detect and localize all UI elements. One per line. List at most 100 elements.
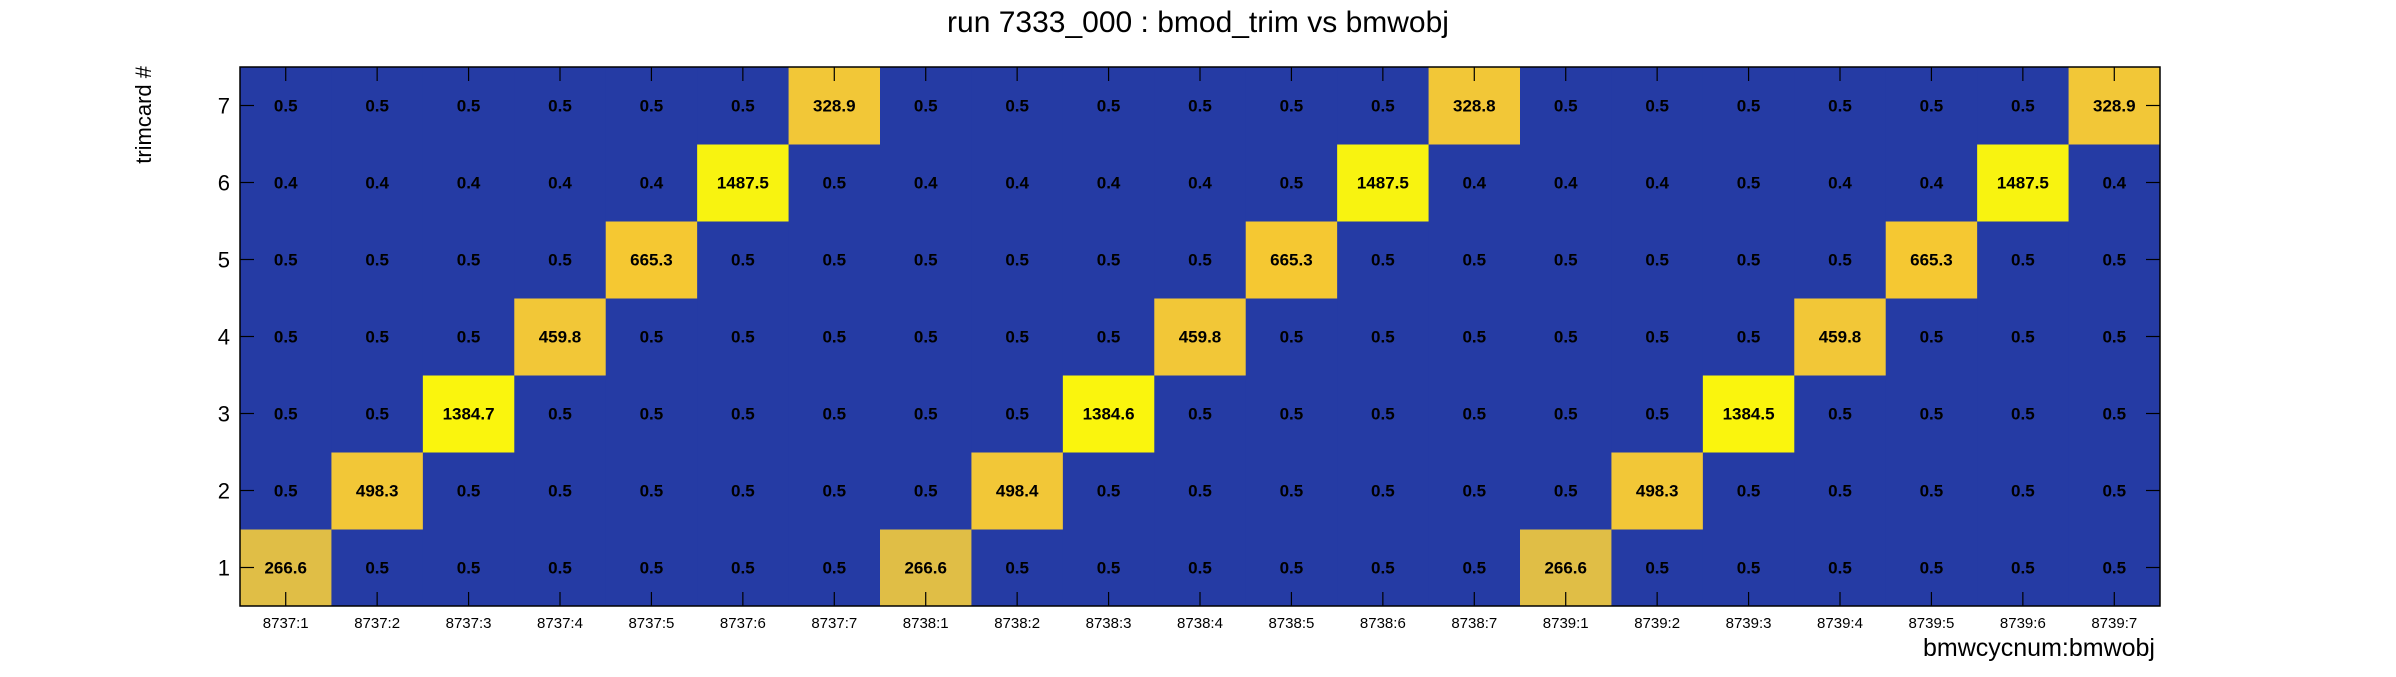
cell-value-label: 1384.5 bbox=[1723, 405, 1775, 424]
heatmap-cell bbox=[1245, 144, 1338, 222]
cell-value-label: 459.8 bbox=[1179, 328, 1222, 347]
heatmap-cell bbox=[240, 221, 332, 299]
heatmap-cell bbox=[422, 144, 515, 222]
heatmap-cell bbox=[605, 144, 698, 222]
cell-value-label: 0.5 bbox=[1097, 328, 1121, 347]
cell-value-label: 0.5 bbox=[1280, 405, 1304, 424]
cell-value-label: 0.5 bbox=[1462, 251, 1486, 270]
heatmap-cell bbox=[1885, 375, 1978, 453]
y-axis-label: trimcard # bbox=[131, 65, 156, 164]
cell-value-label: 0.5 bbox=[1188, 97, 1212, 116]
cell-value-label: 0.5 bbox=[1280, 97, 1304, 116]
cell-value-label: 0.5 bbox=[1005, 405, 1029, 424]
cell-value-label: 0.5 bbox=[1645, 97, 1669, 116]
heatmap-cell bbox=[2068, 298, 2161, 376]
heatmap-cell bbox=[1702, 221, 1795, 299]
cell-value-label: 0.5 bbox=[914, 482, 938, 501]
cell-value-label: 0.5 bbox=[1188, 559, 1212, 578]
heatmap-cell bbox=[697, 375, 790, 453]
cell-value-label: 0.4 bbox=[2102, 174, 2126, 193]
cell-value-label: 498.4 bbox=[996, 482, 1039, 501]
cell-value-label: 0.5 bbox=[1280, 482, 1304, 501]
x-tick-label: 8739:2 bbox=[1634, 615, 1680, 632]
heatmap-cell bbox=[605, 452, 698, 530]
heatmap-cell bbox=[1611, 298, 1704, 376]
heatmap-cell bbox=[605, 298, 698, 376]
cell-value-label: 0.4 bbox=[365, 174, 389, 193]
cell-value-label: 0.5 bbox=[1005, 328, 1029, 347]
y-tick-label: 2 bbox=[218, 479, 230, 504]
cell-value-label: 0.5 bbox=[1645, 251, 1669, 270]
heatmap-cell bbox=[1702, 375, 1795, 453]
cell-value-label: 328.8 bbox=[1453, 97, 1496, 116]
cell-value-label: 0.5 bbox=[1554, 328, 1578, 347]
cell-value-label: 0.5 bbox=[1005, 559, 1029, 578]
cell-value-label: 0.4 bbox=[1920, 174, 1944, 193]
cell-value-labels: 266.6 0.5 0.5 0.5 0.5 0.5 0.5 266.6 0.5 0.5 0.5 0.5… bbox=[264, 97, 2135, 578]
cell-value-label: 0.5 bbox=[1920, 482, 1944, 501]
cell-value-label: 0.5 bbox=[1828, 405, 1852, 424]
heatmap-cell bbox=[1428, 452, 1521, 530]
cell-value-label: 0.5 bbox=[1371, 482, 1395, 501]
cell-value-label: 0.5 bbox=[1462, 405, 1486, 424]
cell-value-label: 0.5 bbox=[1188, 482, 1212, 501]
chart-title: run 7333_000 : bmod_trim vs bmwobj bbox=[947, 6, 1449, 39]
cell-value-label: 0.5 bbox=[1920, 328, 1944, 347]
heatmap-cell bbox=[788, 221, 881, 299]
cell-value-label: 0.5 bbox=[1737, 174, 1761, 193]
cell-value-label: 266.6 bbox=[904, 559, 947, 578]
cell-value-label: 0.5 bbox=[548, 559, 572, 578]
cell-value-label: 0.5 bbox=[1371, 251, 1395, 270]
heatmap-cell bbox=[1702, 298, 1795, 376]
cell-value-label: 0.5 bbox=[274, 482, 298, 501]
heatmap-cell bbox=[971, 452, 1064, 530]
heatmap-cell bbox=[331, 144, 424, 222]
cell-value-label: 0.4 bbox=[1462, 174, 1486, 193]
cell-value-label: 0.5 bbox=[274, 328, 298, 347]
cell-value-label: 0.5 bbox=[822, 174, 846, 193]
y-tick-label: 1 bbox=[218, 556, 230, 581]
heatmap-cell bbox=[1062, 375, 1155, 453]
cell-value-label: 0.5 bbox=[731, 97, 755, 116]
cell-value-label: 0.5 bbox=[1005, 251, 1029, 270]
cell-value-label: 665.3 bbox=[1270, 251, 1313, 270]
cell-value-label: 0.5 bbox=[1554, 405, 1578, 424]
heatmap-cell bbox=[788, 144, 881, 222]
x-tick-label: 8738:1 bbox=[903, 615, 949, 632]
cell-value-label: 0.5 bbox=[914, 405, 938, 424]
cell-value-label: 328.9 bbox=[813, 97, 856, 116]
heatmap-cell bbox=[1611, 144, 1704, 222]
cell-value-label: 0.4 bbox=[548, 174, 572, 193]
x-tick-label: 8738:4 bbox=[1177, 615, 1223, 632]
cell-value-label: 459.8 bbox=[539, 328, 582, 347]
heatmap-cell bbox=[1702, 452, 1795, 530]
cell-value-label: 0.5 bbox=[1828, 97, 1852, 116]
heatmap-cell bbox=[422, 375, 515, 453]
cell-value-label: 0.5 bbox=[457, 97, 481, 116]
heatmap-cell bbox=[1337, 221, 1430, 299]
y-tick-label: 4 bbox=[218, 325, 230, 350]
cell-value-label: 0.5 bbox=[640, 97, 664, 116]
cell-value-label: 0.5 bbox=[914, 328, 938, 347]
cell-value-label: 0.4 bbox=[1645, 174, 1669, 193]
cell-value-label: 0.5 bbox=[1371, 559, 1395, 578]
cell-value-label: 0.5 bbox=[640, 328, 664, 347]
cell-value-label: 0.5 bbox=[1645, 559, 1669, 578]
heatmap-cell bbox=[605, 221, 698, 299]
heatmap-cell bbox=[971, 375, 1064, 453]
cell-value-label: 0.5 bbox=[1737, 251, 1761, 270]
y-tick-label: 7 bbox=[218, 94, 230, 119]
cell-value-label: 0.5 bbox=[1280, 328, 1304, 347]
heatmap-cell bbox=[1611, 221, 1704, 299]
cell-value-label: 0.5 bbox=[1371, 328, 1395, 347]
cell-value-label: 0.5 bbox=[1097, 482, 1121, 501]
heatmap-cell bbox=[1977, 144, 2070, 222]
heatmap-cell bbox=[697, 144, 790, 222]
cell-value-label: 1487.5 bbox=[1357, 174, 1409, 193]
heatmap-cell bbox=[1154, 298, 1247, 376]
cell-value-label: 0.5 bbox=[731, 559, 755, 578]
heatmap-cell bbox=[1520, 375, 1612, 453]
heatmap-cell bbox=[697, 298, 790, 376]
heatmap-cell bbox=[880, 144, 972, 222]
heatmap-cell bbox=[1154, 375, 1247, 453]
